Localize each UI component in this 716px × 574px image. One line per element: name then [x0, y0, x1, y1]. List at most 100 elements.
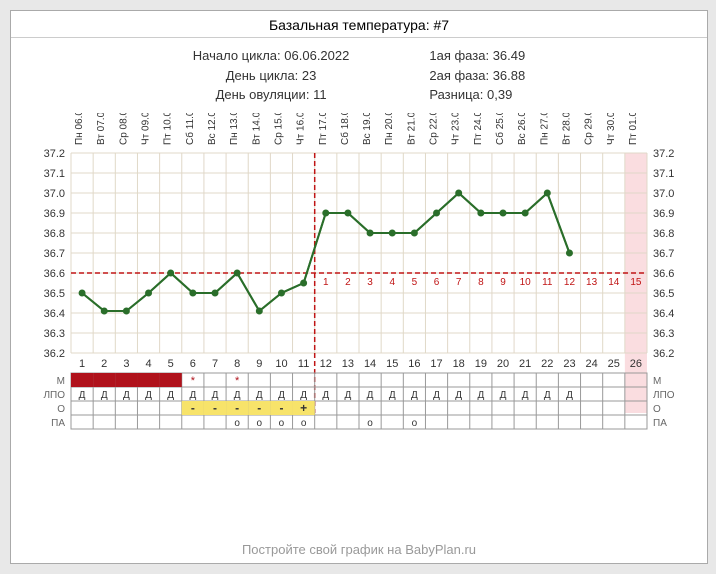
svg-text:25: 25: [608, 358, 620, 370]
svg-text:Ср 08.06: Ср 08.06: [118, 113, 129, 145]
svg-text:26: 26: [630, 358, 642, 370]
svg-text:24: 24: [585, 358, 597, 370]
svg-text:4: 4: [145, 358, 151, 370]
svg-text:37.1: 37.1: [44, 168, 65, 180]
svg-text:o: o: [367, 418, 373, 429]
svg-text:36.8: 36.8: [44, 228, 65, 240]
ph2-value: 36.88: [493, 68, 526, 83]
ph2-label: 2ая фаза:: [429, 68, 489, 83]
svg-text:*: *: [191, 375, 196, 387]
svg-text:Д: Д: [389, 390, 396, 401]
ph1-value: 36.49: [493, 48, 526, 63]
svg-text:Д: Д: [477, 390, 484, 401]
svg-text:Д: Д: [433, 390, 440, 401]
svg-text:18: 18: [453, 358, 465, 370]
diff-value: 0,39: [487, 87, 512, 102]
svg-text:5: 5: [412, 277, 418, 288]
svg-text:Д: Д: [322, 390, 329, 401]
info-left: Начало цикла: 06.06.2022 День цикла: 23 …: [193, 46, 350, 105]
chart-title: Базальная температура: #7: [11, 11, 707, 38]
svg-text:21: 21: [519, 358, 531, 370]
ovu-label: День овуляции:: [216, 87, 310, 102]
chart-frame: Базальная температура: #7 Начало цикла: …: [10, 10, 708, 564]
svg-text:6: 6: [434, 277, 440, 288]
svg-text:36.4: 36.4: [653, 308, 674, 320]
svg-text:11: 11: [542, 277, 553, 288]
day-value: 23: [302, 68, 316, 83]
svg-text:ПА: ПА: [653, 418, 667, 429]
svg-text:36.9: 36.9: [653, 208, 674, 220]
svg-text:14: 14: [608, 277, 620, 288]
svg-text:37.2: 37.2: [44, 148, 65, 160]
svg-text:Вт 21.06: Вт 21.06: [406, 113, 417, 145]
svg-text:37.1: 37.1: [653, 168, 674, 180]
svg-text:Д: Д: [345, 390, 352, 401]
svg-text:Д: Д: [522, 390, 529, 401]
svg-text:11: 11: [298, 358, 309, 370]
svg-text:Пн 06.06: Пн 06.06: [74, 113, 85, 145]
svg-text:36.6: 36.6: [653, 268, 674, 280]
svg-text:Д: Д: [256, 390, 263, 401]
svg-text:10: 10: [275, 358, 287, 370]
svg-text:o: o: [301, 418, 307, 429]
svg-text:4: 4: [389, 277, 395, 288]
svg-text:Чт 09.06: Чт 09.06: [141, 113, 152, 145]
svg-text:17: 17: [430, 358, 442, 370]
svg-text:1: 1: [323, 277, 329, 288]
svg-text:o: o: [234, 418, 240, 429]
svg-text:36.8: 36.8: [653, 228, 674, 240]
svg-text:13: 13: [586, 277, 598, 288]
svg-text:Д: Д: [544, 390, 551, 401]
bbt-chart: 36.236.236.336.336.436.436.536.536.636.6…: [31, 113, 687, 473]
start-label: Начало цикла:: [193, 48, 281, 63]
ovu-value: 11: [313, 87, 327, 102]
svg-text:1: 1: [79, 358, 85, 370]
svg-text:16: 16: [408, 358, 420, 370]
svg-text:12: 12: [564, 277, 576, 288]
svg-text:Ср 29.06: Ср 29.06: [584, 113, 595, 145]
svg-text:Пн 27.06: Пн 27.06: [539, 113, 550, 145]
svg-text:Вс 26.06: Вс 26.06: [517, 113, 528, 145]
svg-text:15: 15: [630, 277, 642, 288]
svg-text:23: 23: [563, 358, 575, 370]
svg-text:15: 15: [386, 358, 398, 370]
svg-text:36.2: 36.2: [44, 348, 65, 360]
chart-holder: 36.236.236.336.336.436.436.536.536.636.6…: [11, 113, 707, 473]
start-value: 06.06.2022: [284, 48, 349, 63]
ph1-label: 1ая фаза:: [429, 48, 489, 63]
svg-text:o: o: [279, 418, 285, 429]
svg-text:10: 10: [520, 277, 532, 288]
svg-text:Пт 10.06: Пт 10.06: [163, 113, 174, 145]
svg-text:37.2: 37.2: [653, 148, 674, 160]
svg-text:19: 19: [475, 358, 487, 370]
svg-text:М: М: [653, 376, 661, 387]
svg-text:Пт 01.07: Пт 01.07: [628, 113, 639, 145]
svg-text:Д: Д: [145, 390, 152, 401]
svg-text:Д: Д: [278, 390, 285, 401]
svg-text:36.5: 36.5: [44, 288, 65, 300]
svg-text:ПА: ПА: [51, 418, 65, 429]
svg-text:Чт 23.06: Чт 23.06: [451, 113, 462, 145]
svg-text:-: -: [191, 401, 195, 415]
svg-text:М: М: [57, 376, 65, 387]
svg-text:5: 5: [168, 358, 174, 370]
footer-text: Постройте свой график на BabyPlan.ru: [11, 542, 707, 557]
svg-text:Сб 25.06: Сб 25.06: [494, 113, 506, 145]
svg-text:3: 3: [123, 358, 129, 370]
svg-text:12: 12: [320, 358, 332, 370]
svg-text:o: o: [412, 418, 418, 429]
info-block: Начало цикла: 06.06.2022 День цикла: 23 …: [11, 38, 707, 113]
svg-text:14: 14: [364, 358, 376, 370]
svg-text:Вт 28.06: Вт 28.06: [561, 113, 572, 145]
svg-text:Вс 12.06: Вс 12.06: [207, 113, 218, 145]
svg-text:Вт 07.06: Вт 07.06: [96, 113, 107, 145]
svg-text:13: 13: [342, 358, 354, 370]
svg-text:-: -: [235, 401, 239, 415]
svg-text:Д: Д: [566, 390, 573, 401]
info-right: 1ая фаза: 36.49 2ая фаза: 36.88 Разница:…: [429, 46, 525, 105]
svg-text:-: -: [279, 401, 283, 415]
svg-text:36.7: 36.7: [653, 248, 674, 260]
svg-text:36.6: 36.6: [44, 268, 65, 280]
svg-text:9: 9: [500, 277, 506, 288]
svg-text:Д: Д: [212, 390, 219, 401]
